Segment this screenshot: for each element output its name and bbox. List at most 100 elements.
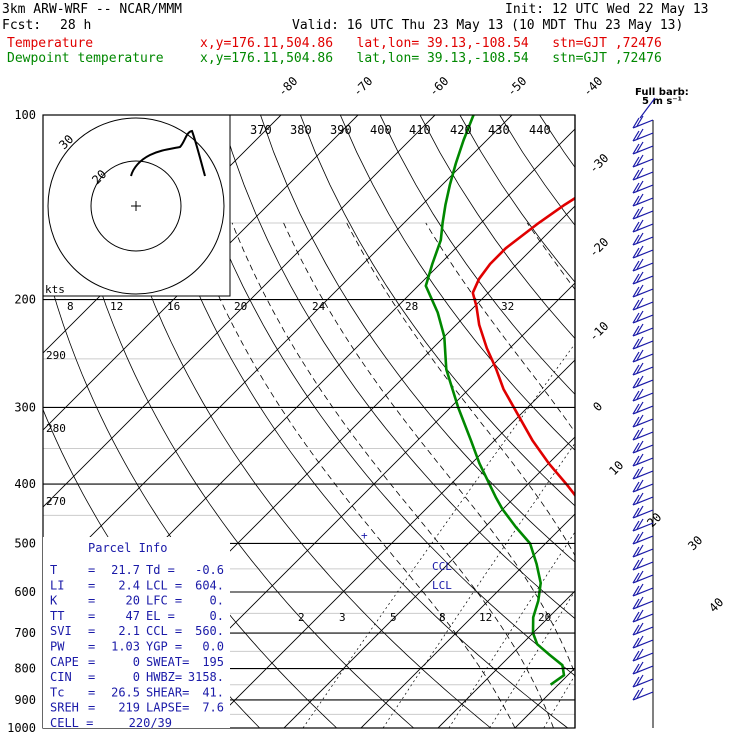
dewpoint-label: Dewpoint temperature xyxy=(7,51,164,66)
ccl-marker: CCL xyxy=(432,560,452,573)
theta-label: 390 xyxy=(330,123,352,137)
theta-label: 420 xyxy=(450,123,472,137)
parcel-row-value: 47 xyxy=(126,609,140,623)
parcel-row-value: 220/39 xyxy=(129,716,172,730)
wind-barb xyxy=(632,336,654,350)
dry-adiabat xyxy=(379,115,575,395)
parcel-row-value-2: 604. xyxy=(195,578,224,592)
wind-barb xyxy=(632,557,654,571)
parcel-row-value-2: 0. xyxy=(210,594,224,608)
moist-adiabat xyxy=(231,222,554,728)
dry-adiabat xyxy=(659,115,740,728)
parcel-row-equals: = xyxy=(88,685,95,699)
mixing-ratio-label: 16 xyxy=(167,300,180,313)
parcel-row-value: 219 xyxy=(118,701,140,715)
pressure-tick-label: 300 xyxy=(14,400,36,414)
isotherm-line xyxy=(129,282,575,728)
parcel-row-value: 21.7 xyxy=(111,563,140,577)
mixing-ratio-line xyxy=(596,300,740,729)
wind-barb xyxy=(632,219,654,233)
temperature-label: Temperature xyxy=(7,36,94,51)
theta-label: 440 xyxy=(529,123,551,137)
wind-barb xyxy=(632,492,654,506)
wind-key-label: Full barb: xyxy=(635,87,689,98)
parcel-row-value: 2.1 xyxy=(118,624,140,638)
isotherm-line xyxy=(43,115,513,585)
pressure-tick-label: 400 xyxy=(14,477,36,491)
wind-barb xyxy=(632,284,654,298)
init-time: Init: 12 UTC Wed 22 May 13 xyxy=(505,2,709,17)
parcel-row-label: CIN xyxy=(50,670,72,684)
parcel-row-value-2: 560. xyxy=(195,624,224,638)
isotherm-label: 30 xyxy=(685,533,705,553)
mixing-ratio-line xyxy=(705,300,740,729)
parcel-row-label: SREH xyxy=(50,701,79,715)
wind-key-unit: 5 m s⁻¹ xyxy=(642,96,682,107)
mixing-ratio-label: 20 xyxy=(234,300,247,313)
hodograph-speed-unit: kts xyxy=(45,283,65,296)
wind-barb xyxy=(632,518,654,532)
isotherm-line xyxy=(43,115,436,508)
parcel-row-label-2: SWEAT= xyxy=(146,655,189,669)
isotherm-line xyxy=(514,667,575,728)
parcel-row-value-2: 7.6 xyxy=(202,701,224,715)
plot-frame xyxy=(42,114,576,729)
dry-adiabat xyxy=(699,115,740,728)
isotherm-label: -20 xyxy=(586,235,611,260)
mixing-ratio-label: 5 xyxy=(390,611,397,624)
isotherm-label: -70 xyxy=(350,74,375,99)
isotherm-label: -10 xyxy=(586,319,611,344)
wind-barb xyxy=(632,271,654,285)
wind-barb xyxy=(632,323,654,337)
parcel-row-value: 1.03 xyxy=(111,640,140,654)
parcel-info-title: Parcel Info xyxy=(88,541,167,555)
wind-barb xyxy=(632,115,654,129)
isotherm-label: -30 xyxy=(586,151,611,176)
lcl-marker: LCL xyxy=(432,579,452,592)
forecast-hours: 28 h xyxy=(60,18,92,33)
parcel-row-equals: = xyxy=(88,655,95,669)
parcel-row-label-2: SHEAR= xyxy=(146,685,189,699)
wind-barb xyxy=(632,414,654,428)
parcel-row-value: 20 xyxy=(126,594,140,608)
wind-barb xyxy=(632,349,654,363)
wind-barb xyxy=(632,401,654,415)
dry-adiabat xyxy=(619,115,740,728)
wind-barb xyxy=(632,479,654,493)
wind-barb xyxy=(632,193,654,207)
parcel-row-value: 0 xyxy=(133,670,140,684)
pressure-tick-label: 600 xyxy=(14,585,36,599)
parcel-row-label-2: LFC = xyxy=(146,594,182,608)
wind-barb xyxy=(632,258,654,272)
dry-adiabat xyxy=(220,115,575,620)
pressure-tick-label: 900 xyxy=(14,693,36,707)
isotherm-line xyxy=(669,115,740,728)
wind-barb xyxy=(632,128,654,142)
parcel-row-equals: = xyxy=(88,609,95,623)
wind-barb xyxy=(632,154,654,168)
mixing-ratio-label: 24 xyxy=(312,300,326,313)
wind-key-barb xyxy=(639,97,656,119)
dry-adiabat xyxy=(339,115,575,451)
isotherm-label: -80 xyxy=(275,74,300,99)
pressure-tick-label: 800 xyxy=(14,662,36,676)
wind-barb xyxy=(632,466,654,480)
parcel-row-value-2: 41. xyxy=(202,685,224,699)
mixing-ratio-line xyxy=(382,442,575,728)
wind-barb xyxy=(632,167,654,181)
parcel-row-label-2: HWBZ= xyxy=(146,670,182,684)
wind-barb xyxy=(632,440,654,454)
dry-adiabat xyxy=(499,115,575,226)
dry-adiabat xyxy=(419,115,575,340)
parcel-row-value-2: 0.0 xyxy=(202,640,224,654)
dry-adiabat xyxy=(580,115,740,728)
dry-adiabat xyxy=(459,115,575,283)
isotherm-label: -60 xyxy=(426,74,451,99)
isotherm-label: -50 xyxy=(504,74,529,99)
mixing-ratio-label: 3 xyxy=(339,611,346,624)
wind-barb xyxy=(632,232,654,246)
pressure-tick-label: 100 xyxy=(14,108,36,122)
wind-barb xyxy=(632,583,654,597)
mixing-ratio-label: 2 xyxy=(298,611,305,624)
